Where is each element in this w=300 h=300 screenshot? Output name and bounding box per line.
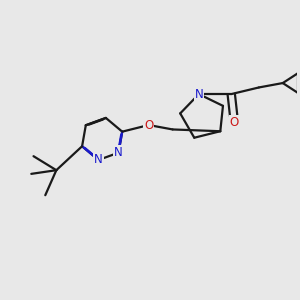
Text: N: N bbox=[194, 88, 203, 100]
Text: N: N bbox=[114, 146, 123, 159]
Text: N: N bbox=[94, 154, 103, 166]
Text: O: O bbox=[230, 116, 239, 129]
Text: O: O bbox=[144, 118, 153, 131]
